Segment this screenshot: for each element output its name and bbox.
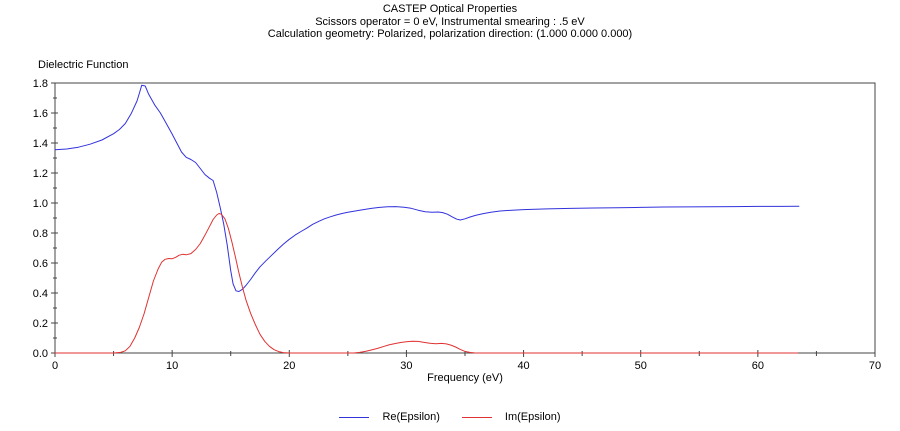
y-tick-label: 1.0	[33, 198, 48, 210]
series-Im(Epsilon)	[54, 213, 799, 354]
y-tick-label: 0.0	[33, 348, 48, 360]
im-epsilon-line-swatch	[461, 416, 492, 418]
x-tick-label: 40	[517, 360, 529, 372]
x-tick-label: 0	[52, 360, 58, 372]
chart-subtitle-geometry: Calculation geometry: Polarized, polariz…	[267, 28, 633, 40]
legend-label-im-epsilon: Im(Epsilon)	[504, 411, 561, 423]
chart-subtitle-smearing: Scissors operator = 0 eV, Instrumental s…	[315, 15, 585, 28]
x-tick-label: 30	[400, 360, 412, 372]
x-tick-label: 60	[752, 360, 764, 372]
chart-title-line: CASTEP Optical Properties	[382, 3, 518, 15]
y-tick-label: 1.8	[33, 78, 48, 90]
series-Re(Epsilon)	[54, 84, 800, 292]
y-tick-label: 0.8	[33, 228, 48, 240]
plot-title: Dielectric Function	[38, 59, 129, 71]
y-tick-label: 0.2	[33, 318, 48, 330]
re-epsilon-line-swatch	[339, 416, 370, 418]
legend-label-re-epsilon: Re(Epsilon)	[382, 411, 440, 423]
legend-item-re-epsilon: Re(Epsilon)	[339, 411, 440, 423]
x-tick-label: 70	[869, 360, 881, 372]
x-tick-label: 20	[283, 360, 295, 372]
y-tick-label: 0.4	[33, 288, 48, 300]
y-tick-label: 1.4	[33, 138, 48, 150]
y-tick-label: 0.6	[33, 258, 48, 270]
x-tick-label: 10	[166, 360, 178, 372]
x-tick-label: 50	[635, 360, 647, 372]
y-tick-label: 1.6	[33, 108, 48, 120]
x-axis-label: Frequency (eV)	[427, 372, 503, 384]
chart-header: CASTEP Optical Properties Scissors opera…	[0, 3, 900, 41]
legend: Re(Epsilon) Im(Epsilon)	[0, 411, 900, 423]
plot-frame	[54, 82, 876, 354]
y-tick-label: 1.2	[33, 168, 48, 180]
legend-item-im-epsilon: Im(Epsilon)	[461, 411, 561, 423]
